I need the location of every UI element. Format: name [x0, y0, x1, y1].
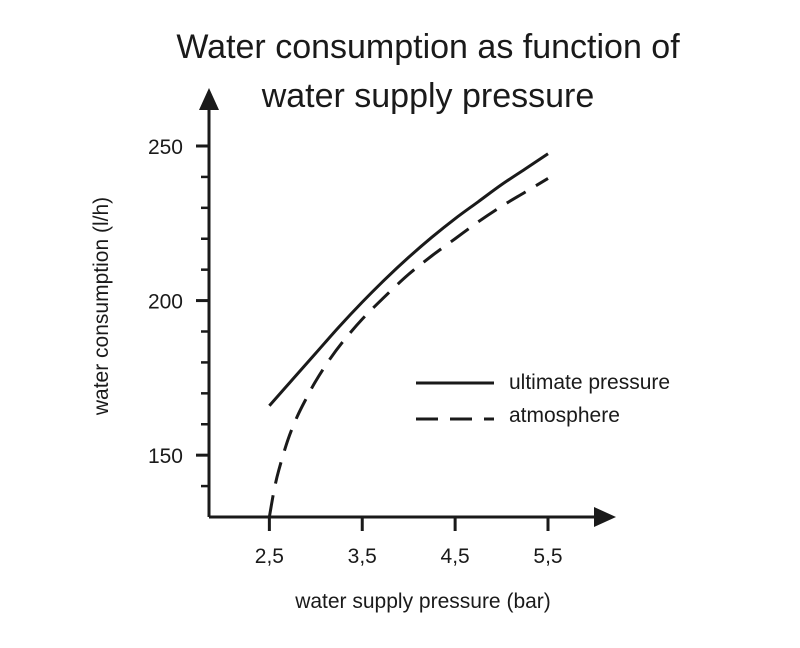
y-axis-label: water consumption (l/h)	[90, 197, 113, 416]
x-tick-label: 5,5	[533, 545, 562, 568]
x-tick-label: 4,5	[441, 545, 470, 568]
y-ticks	[196, 144, 209, 488]
chart-title-line-1: Water consumption as function of	[176, 28, 680, 66]
y-tick-label: 200	[148, 291, 183, 314]
tick-labels: 150 200 250 2,5 3,5 4,5 5,5	[148, 136, 563, 568]
axes	[199, 88, 616, 527]
legend: ultimate pressure atmosphere	[416, 371, 670, 427]
legend-label-atmosphere: atmosphere	[509, 404, 620, 427]
y-axis-arrow	[199, 88, 219, 110]
x-tick-label: 3,5	[348, 545, 377, 568]
legend-label-ultimate-pressure: ultimate pressure	[509, 371, 670, 394]
y-tick-label: 150	[148, 445, 183, 468]
x-tick-label: 2,5	[255, 545, 284, 568]
chart-title-line-2: water supply pressure	[261, 77, 595, 115]
y-tick-label: 250	[148, 136, 183, 159]
series-group	[267, 152, 549, 518]
series-line-ultimate-pressure	[268, 152, 549, 407]
x-axis-arrow	[594, 507, 616, 527]
x-axis-label: water supply pressure (bar)	[294, 590, 551, 613]
series-line-atmosphere	[267, 177, 549, 518]
x-ticks	[267, 517, 550, 531]
